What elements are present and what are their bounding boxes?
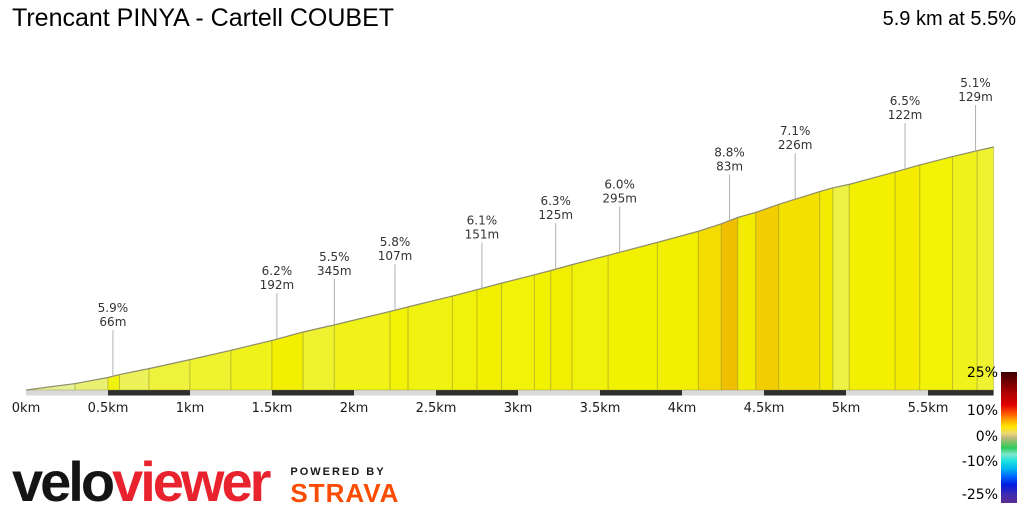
axis-tick-label: 3km	[504, 401, 532, 416]
profile-segment	[919, 155, 954, 391]
gradient-label-length: 345m	[317, 264, 352, 278]
axis-tick-label: 5.5km	[908, 401, 949, 416]
footer: veloviewer POWERED BY STRAVA	[12, 448, 399, 510]
profile-segment	[778, 190, 821, 391]
profile-segment	[848, 171, 896, 391]
gradient-label-length: 107m	[378, 249, 413, 263]
veloviewer-logo-viewer: viewer	[112, 450, 271, 512]
distance-strip-dark-segment	[272, 390, 354, 396]
profile-segment	[501, 274, 535, 391]
gradient-label-pct: 6.5%	[890, 94, 921, 108]
distance-strip-dark-segment	[108, 390, 190, 396]
profile-segment	[894, 164, 921, 391]
gradient-label-length: 226m	[778, 138, 813, 152]
axis-tick-label: 2km	[340, 401, 368, 416]
profile-segment	[533, 269, 552, 391]
gradient-label-pct: 6.0%	[604, 177, 635, 191]
profile-segment	[952, 150, 978, 391]
axis-tick-label: 0.5km	[88, 401, 129, 416]
legend-tick-neg10: -10%	[961, 454, 998, 470]
profile-segment	[819, 187, 834, 391]
profile-outline	[25, 146, 994, 391]
profile-segment	[271, 331, 304, 391]
strava-attribution: POWERED BY STRAVA	[290, 466, 399, 510]
profile-segment	[302, 324, 335, 391]
elevation-profile-chart: 5.9%66m 6.2%192m 5.5%345m 5.8%107m 6.1%151m 6…	[12, 76, 995, 416]
distance-strip-dark-segment	[764, 390, 846, 396]
profile-segment	[230, 339, 273, 391]
profile-segment	[550, 263, 573, 391]
veloviewer-logo-velo: velo	[12, 450, 115, 512]
profile-segment	[407, 295, 453, 391]
gradient-label-length: 66m	[99, 315, 126, 329]
profile-segment	[720, 216, 739, 391]
profile-segment	[656, 230, 699, 391]
profile-segment	[451, 289, 478, 391]
page-title: Trencant PINYA - Cartell COUBET	[12, 4, 395, 32]
profile-segment	[607, 241, 658, 391]
axis-tick-label: 1km	[176, 401, 204, 416]
strava-logo[interactable]: STRAVA	[290, 478, 400, 508]
axis-tick-label: 3.5km	[580, 401, 621, 416]
gradient-label-pct: 8.8%	[714, 146, 745, 160]
profile-segment	[571, 254, 609, 391]
profile-segment	[697, 223, 722, 391]
gradient-label-length: 129m	[958, 90, 993, 104]
gradient-label-length: 83m	[716, 160, 743, 174]
legend-tick-0: 0%	[975, 429, 998, 445]
gradient-label-pct: 5.1%	[960, 76, 991, 90]
axis-tick-label: 2.5km	[416, 401, 457, 416]
gradient-label-length: 192m	[260, 278, 295, 292]
gradient-label-pct: 5.8%	[380, 235, 411, 249]
gradient-label-pct: 6.2%	[262, 264, 293, 278]
profile-segment	[755, 203, 780, 391]
profile-segment	[389, 306, 409, 391]
profile-segment	[737, 211, 757, 391]
gradient-label-length: 125m	[538, 208, 573, 222]
veloviewer-logo[interactable]: veloviewer	[12, 454, 271, 510]
legend-tick-neg25: -25%	[961, 487, 998, 503]
axis-tick-label: 5km	[832, 401, 860, 416]
gradient-label-pct: 7.1%	[780, 124, 811, 138]
axis-tick-label: 4km	[668, 401, 696, 416]
axis-tick-label: 4.5km	[744, 401, 785, 416]
climb-summary: 5.9 km at 5.5%	[882, 8, 1016, 30]
gradient-label-length: 295m	[602, 191, 637, 205]
profile-segment	[74, 376, 109, 391]
gradient-label-pct: 5.9%	[98, 301, 129, 315]
distance-strip-dark-segment	[928, 390, 994, 396]
profile-segment	[832, 183, 850, 391]
gradient-label-pct: 6.1%	[467, 213, 498, 227]
powered-by-label: POWERED BY	[290, 466, 386, 478]
gradient-label-pct: 6.3%	[540, 194, 571, 208]
profile-segment	[476, 282, 503, 391]
gradient-label-length: 122m	[888, 108, 923, 122]
axis-tick-label: 0km	[12, 401, 40, 416]
distance-strip-dark-segment	[600, 390, 682, 396]
gradient-label-length: 151m	[465, 227, 500, 241]
gradient-label-pct: 5.5%	[319, 250, 350, 264]
profile-segment	[976, 146, 995, 391]
distance-strip-dark-segment	[436, 390, 518, 396]
profile-segment	[189, 349, 232, 391]
axis-tick-label: 1.5km	[252, 401, 293, 416]
